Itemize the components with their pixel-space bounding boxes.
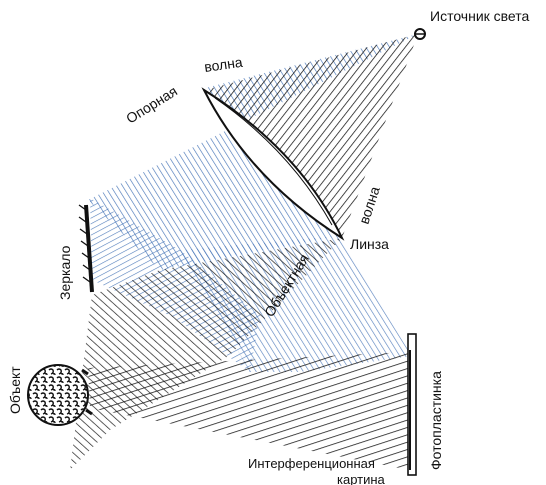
object-wave-label-2: волна [356,184,383,226]
plate-rect [407,333,417,476]
object-scatter-to-plate [88,352,410,470]
mirror-hatching [78,204,91,283]
lens-label: Линза [350,236,389,252]
object [27,364,93,426]
reference-wave-label-2: волна [203,54,244,75]
mirror-label: Зеркало [57,245,73,300]
interference-label-2: картина [337,472,386,485]
interference-label-1: Интерференционная [248,456,375,471]
object-icon [27,364,89,426]
mirror [78,204,94,293]
lens [201,87,345,241]
photographic-plate [407,333,417,476]
lens-shape [201,87,345,241]
source-label: Источник света [430,8,530,24]
reference-wave-label-1: Опорная [123,83,180,127]
light-source [414,28,426,40]
object-beam-upper [205,34,418,238]
plate-label: Фотопластинка [428,371,444,470]
object-beam [70,34,418,470]
object-label: Объект [7,366,23,414]
mirror-surface [84,204,94,293]
